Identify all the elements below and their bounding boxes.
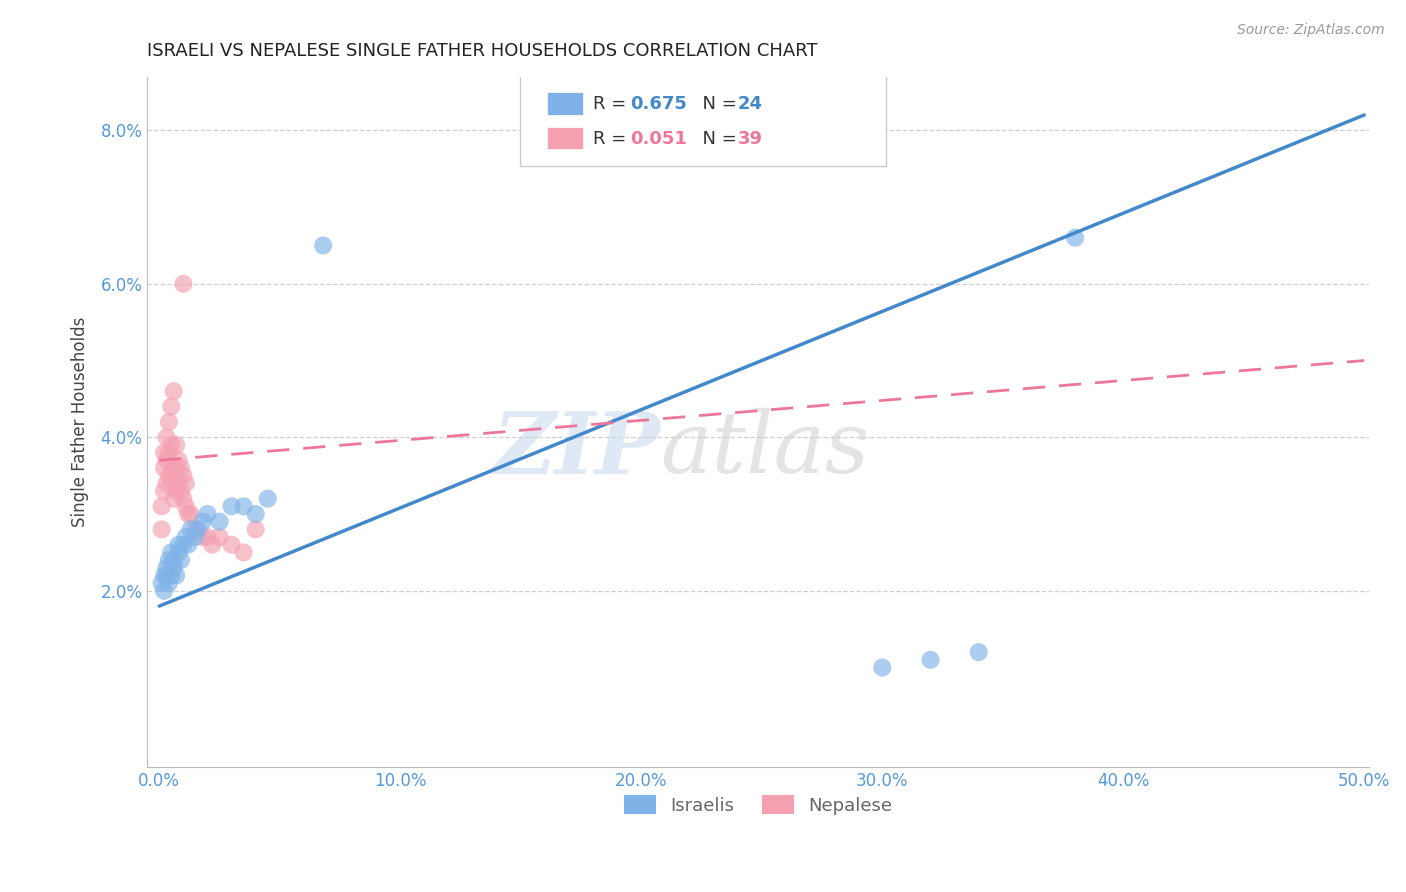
Point: [153, 445, 176, 459]
Point: [1064, 231, 1087, 245]
Point: [872, 660, 894, 674]
Point: [174, 530, 197, 544]
Point: [165, 568, 187, 582]
Point: [172, 468, 194, 483]
Point: [177, 507, 200, 521]
Point: [160, 468, 183, 483]
Text: atlas: atlas: [661, 409, 869, 491]
Point: [172, 538, 194, 552]
Point: [967, 645, 990, 659]
Point: [165, 461, 187, 475]
Point: [155, 568, 177, 582]
Point: [155, 560, 177, 574]
Text: ZIP: ZIP: [492, 408, 661, 491]
Point: [153, 583, 176, 598]
FancyBboxPatch shape: [547, 127, 583, 149]
Point: [187, 522, 209, 536]
Text: 39: 39: [737, 129, 762, 148]
Point: [167, 538, 190, 552]
Point: [172, 491, 194, 506]
FancyBboxPatch shape: [547, 93, 583, 114]
Point: [160, 438, 183, 452]
Point: [165, 438, 187, 452]
Point: [167, 545, 190, 559]
Point: [197, 507, 219, 521]
Text: N =: N =: [690, 95, 742, 113]
Point: [170, 553, 193, 567]
Point: [174, 500, 197, 514]
Point: [191, 530, 214, 544]
Point: [160, 400, 183, 414]
Point: [157, 415, 180, 429]
Y-axis label: Single Father Households: Single Father Households: [72, 317, 89, 527]
Point: [197, 530, 219, 544]
Point: [167, 476, 190, 491]
Point: [157, 445, 180, 459]
Point: [163, 461, 186, 475]
Point: [153, 568, 176, 582]
Point: [208, 515, 231, 529]
Point: [256, 491, 278, 506]
Point: [155, 453, 177, 467]
Text: 24: 24: [737, 95, 762, 113]
Point: [167, 453, 190, 467]
Point: [172, 277, 194, 291]
Point: [150, 500, 173, 514]
Point: [180, 522, 202, 536]
Point: [221, 538, 243, 552]
Text: Source: ZipAtlas.com: Source: ZipAtlas.com: [1237, 23, 1385, 37]
Text: N =: N =: [690, 129, 742, 148]
Point: [170, 461, 193, 475]
Point: [221, 500, 243, 514]
Point: [312, 238, 335, 252]
Point: [153, 461, 176, 475]
Point: [155, 476, 177, 491]
Point: [180, 507, 202, 521]
Point: [177, 538, 200, 552]
Point: [157, 553, 180, 567]
Point: [165, 483, 187, 498]
Point: [191, 515, 214, 529]
Text: R =: R =: [593, 95, 633, 113]
Point: [150, 576, 173, 591]
Text: 0.051: 0.051: [630, 129, 686, 148]
Point: [170, 483, 193, 498]
Point: [174, 476, 197, 491]
Point: [160, 568, 183, 582]
Point: [920, 653, 942, 667]
Point: [163, 384, 186, 399]
FancyBboxPatch shape: [520, 73, 886, 167]
Point: [153, 483, 176, 498]
Point: [232, 545, 254, 559]
Point: [163, 491, 186, 506]
Text: 0.675: 0.675: [630, 95, 686, 113]
Point: [232, 500, 254, 514]
Point: [184, 522, 207, 536]
Point: [150, 522, 173, 536]
Point: [157, 468, 180, 483]
Point: [157, 576, 180, 591]
Point: [160, 545, 183, 559]
Point: [163, 560, 186, 574]
Point: [155, 430, 177, 444]
Text: ISRAELI VS NEPALESE SINGLE FATHER HOUSEHOLDS CORRELATION CHART: ISRAELI VS NEPALESE SINGLE FATHER HOUSEH…: [148, 42, 818, 60]
Text: R =: R =: [593, 129, 633, 148]
Point: [201, 538, 224, 552]
Point: [245, 507, 267, 521]
Point: [208, 530, 231, 544]
Point: [163, 553, 186, 567]
Legend: Israelis, Nepalese: Israelis, Nepalese: [614, 787, 901, 824]
Point: [245, 522, 267, 536]
Point: [184, 530, 207, 544]
